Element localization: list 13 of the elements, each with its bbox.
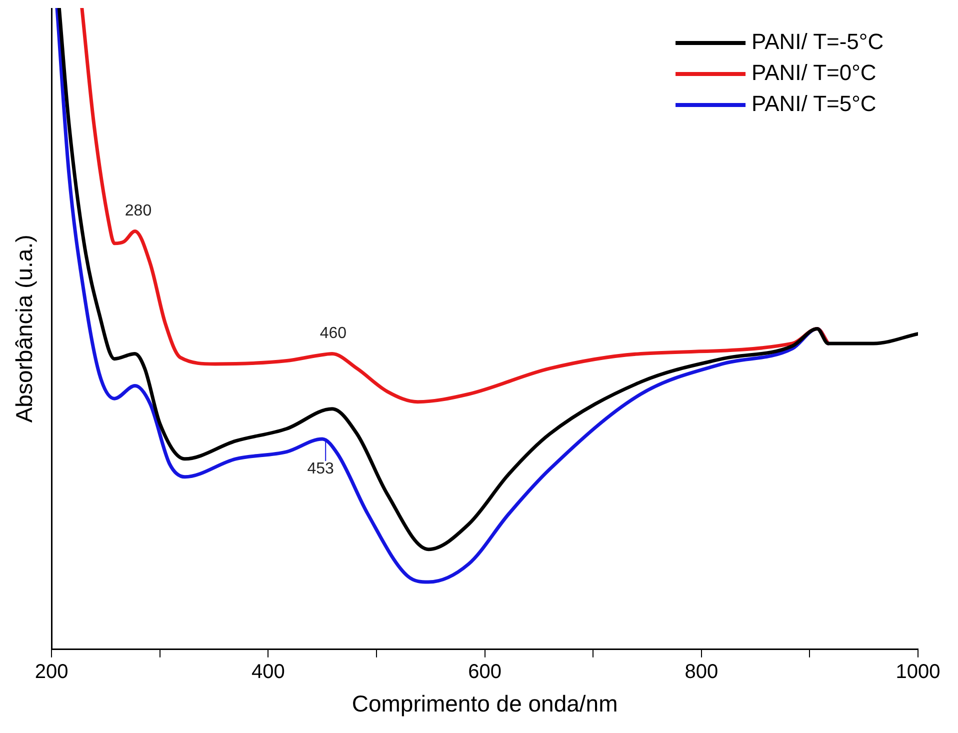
x-axis-title: Comprimento de onda/nm — [352, 690, 618, 717]
x-tick-label: 200 — [34, 660, 68, 683]
y-axis-title: Absorbância (u.a.) — [11, 234, 38, 423]
annotation: 280 — [124, 202, 152, 220]
legend-label: PANI/ T=-5°C — [752, 29, 884, 54]
x-tick-label: 600 — [468, 660, 502, 683]
legend-label: PANI/ T=5°C — [752, 91, 876, 116]
annotation: 460 — [320, 325, 347, 342]
legend-label: PANI/ T=0°C — [752, 60, 876, 86]
x-tick-label: 800 — [684, 660, 718, 683]
x-tick-label: 400 — [252, 660, 285, 683]
x-tick-label: 1000 — [896, 660, 940, 683]
annotation: 453 — [307, 460, 334, 478]
